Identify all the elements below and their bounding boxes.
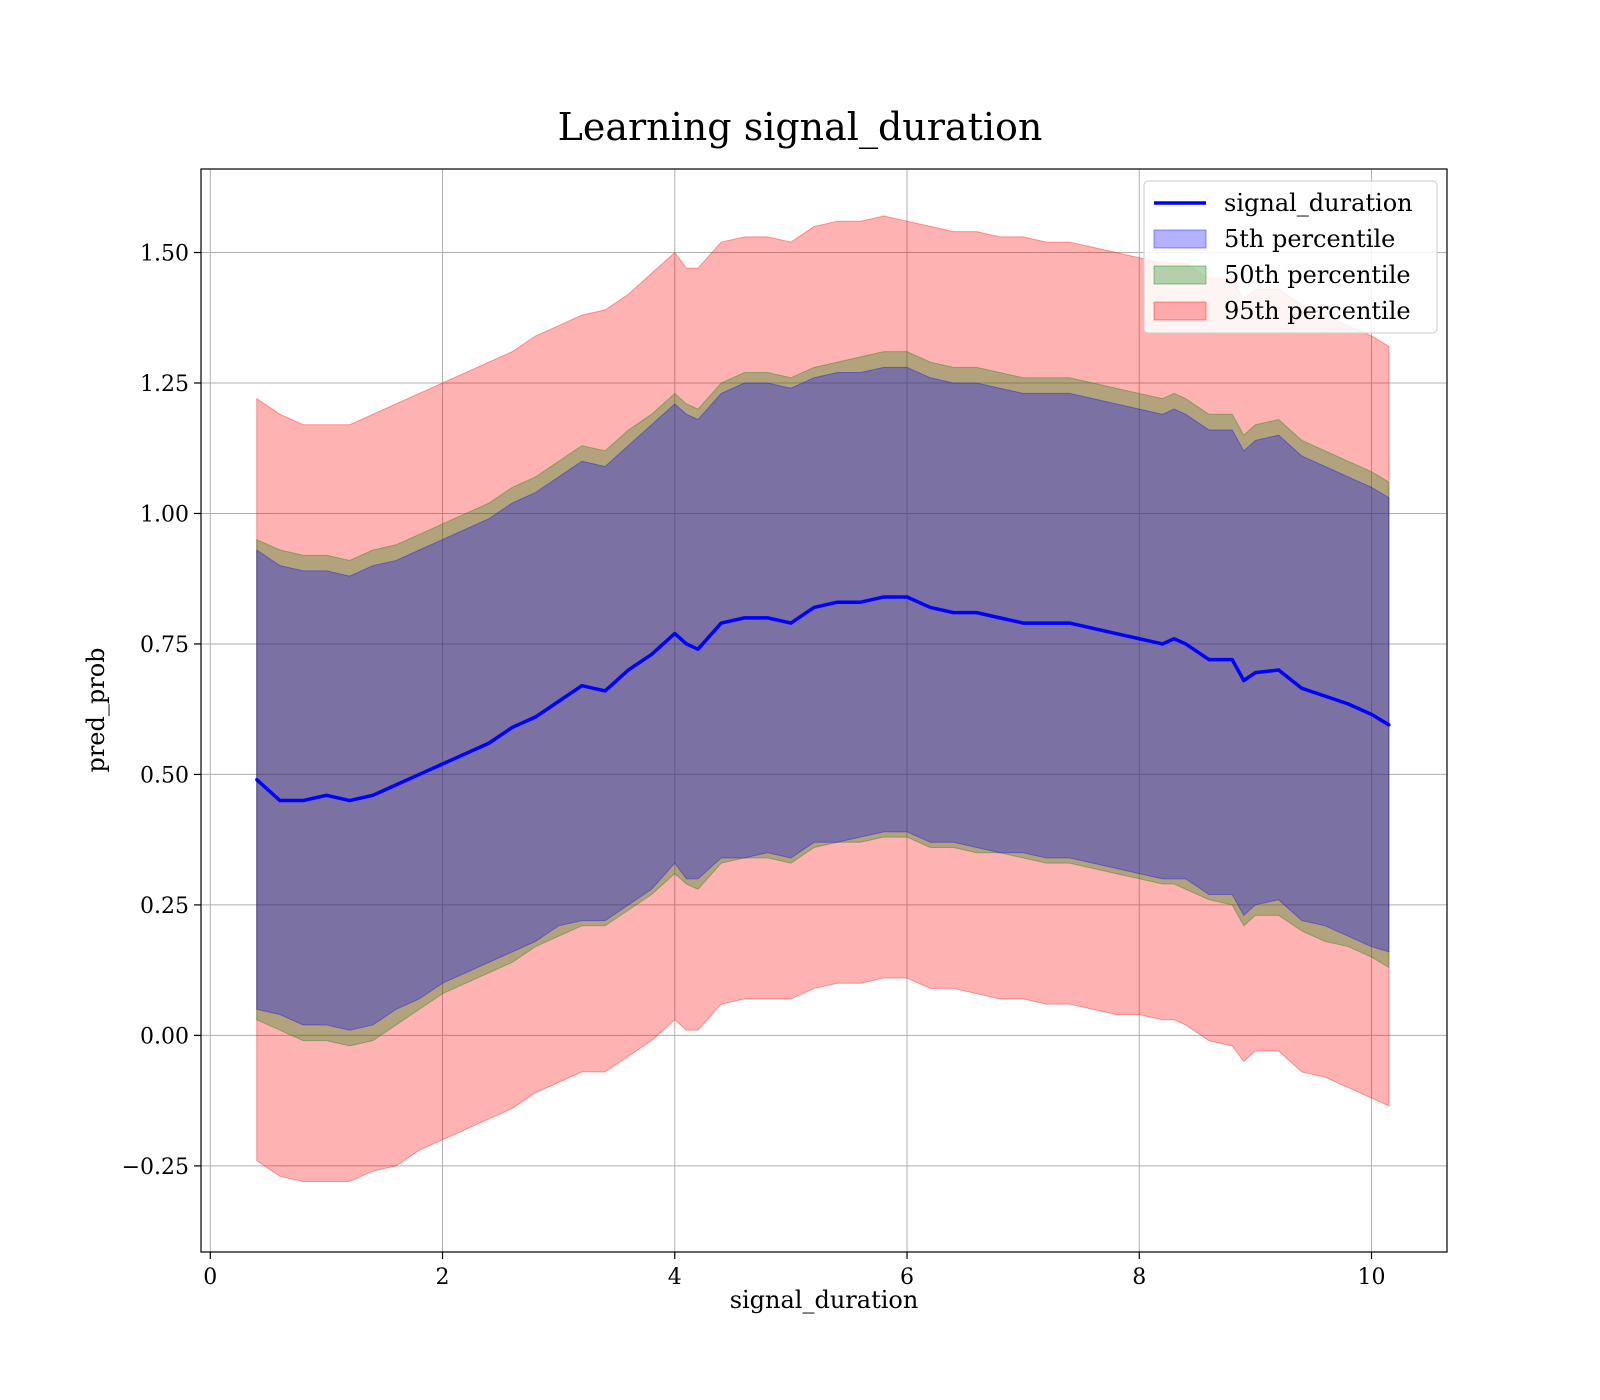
data-point (1387, 723, 1391, 727)
data-point (371, 793, 375, 797)
data-point (684, 642, 688, 646)
data-point (1277, 668, 1281, 672)
data-point (1091, 626, 1095, 630)
band-5th-percentile (256, 366, 1390, 1031)
y-tick-label: 0.75 (140, 633, 189, 658)
chart-title: Learning signal_duration (558, 105, 1043, 150)
data-point (835, 600, 839, 604)
legend-label-50th-percentile: 50th percentile (1224, 261, 1411, 289)
data-point (1137, 637, 1141, 641)
data-point (580, 684, 584, 688)
legend-label-signal-duration: signal_duration (1224, 189, 1413, 217)
data-point (301, 798, 305, 803)
data-point (1369, 712, 1374, 717)
data-point (766, 616, 770, 620)
y-axis-label: pred_prob (82, 647, 110, 772)
data-point (858, 600, 863, 604)
data-point (812, 605, 816, 610)
axis-ticks: 0 2 4 6 8 10 −0.25 0.00 0.25 0.50 0.75 1.00 1.25 1.50 (122, 242, 1386, 1290)
x-tick-label: 10 (1358, 1265, 1386, 1290)
data-point (1207, 658, 1211, 662)
data-point (673, 631, 677, 636)
data-point (1184, 642, 1188, 646)
band-50th-percentile (256, 351, 1390, 1047)
legend-swatch-5th-percentile (1153, 229, 1207, 249)
data-point (1172, 637, 1176, 641)
data-point (696, 647, 700, 651)
legend-swatch-50th-percentile (1153, 265, 1207, 285)
data-point (1160, 642, 1165, 646)
x-tick-label: 8 (1132, 1265, 1146, 1290)
grid (201, 169, 1447, 1252)
data-point (649, 652, 654, 656)
y-tick-label: 0.50 (140, 763, 189, 788)
data-point (789, 621, 793, 625)
x-tick-label: 2 (436, 1265, 450, 1290)
data-point (348, 798, 352, 803)
x-tick-label: 0 (203, 1265, 217, 1290)
data-point (417, 772, 421, 777)
data-point (1346, 702, 1350, 706)
band-95th-percentile (256, 215, 1390, 1183)
data-point (742, 616, 747, 620)
legend-swatch-95th-percentile (1153, 301, 1207, 321)
data-point (1068, 621, 1072, 625)
plot-frame (200, 168, 1448, 1253)
data-point (603, 689, 607, 693)
series-lines (255, 595, 1391, 803)
data-point (951, 611, 956, 615)
data-point (464, 751, 468, 756)
data-point (1230, 658, 1234, 662)
legend: signal_duration 5th percentile 50th percen… (1143, 180, 1438, 334)
data-point (975, 611, 979, 615)
data-point (1323, 694, 1327, 698)
data-point (1253, 671, 1257, 675)
data-point (928, 605, 932, 610)
data-point (440, 762, 445, 766)
data-point (998, 616, 1002, 620)
data-point (1114, 631, 1118, 636)
data-point (533, 715, 538, 719)
data-point (255, 778, 259, 782)
y-tick-label: 1.25 (140, 372, 189, 397)
y-tick-label: 1.00 (140, 502, 189, 527)
data-point (1044, 621, 1048, 625)
data-point (719, 621, 723, 625)
data-point (905, 595, 909, 599)
data-point (324, 793, 329, 797)
data-point (487, 741, 491, 745)
data-point (1021, 621, 1025, 625)
data-point (278, 798, 282, 803)
y-tick-label: 1.50 (140, 242, 189, 267)
data-point (394, 783, 398, 787)
data-point (626, 668, 630, 672)
legend-label-95th-percentile: 95th percentile (1224, 297, 1411, 325)
data-point (882, 595, 886, 599)
y-tick-label: −0.25 (122, 1155, 189, 1180)
data-point (1242, 678, 1246, 683)
legend-label-5th-percentile: 5th percentile (1224, 225, 1395, 253)
legend-box (1143, 180, 1438, 334)
data-point (510, 725, 514, 730)
data-point (557, 699, 561, 703)
y-tick-label: 0.25 (140, 894, 189, 919)
data-point (1300, 686, 1304, 690)
x-axis-label: signal_duration (730, 1286, 919, 1314)
x-tick-label: 4 (668, 1265, 682, 1290)
y-tick-label: 0.00 (140, 1024, 189, 1049)
percentile-bands (256, 215, 1390, 1183)
x-tick-label: 6 (900, 1265, 914, 1290)
